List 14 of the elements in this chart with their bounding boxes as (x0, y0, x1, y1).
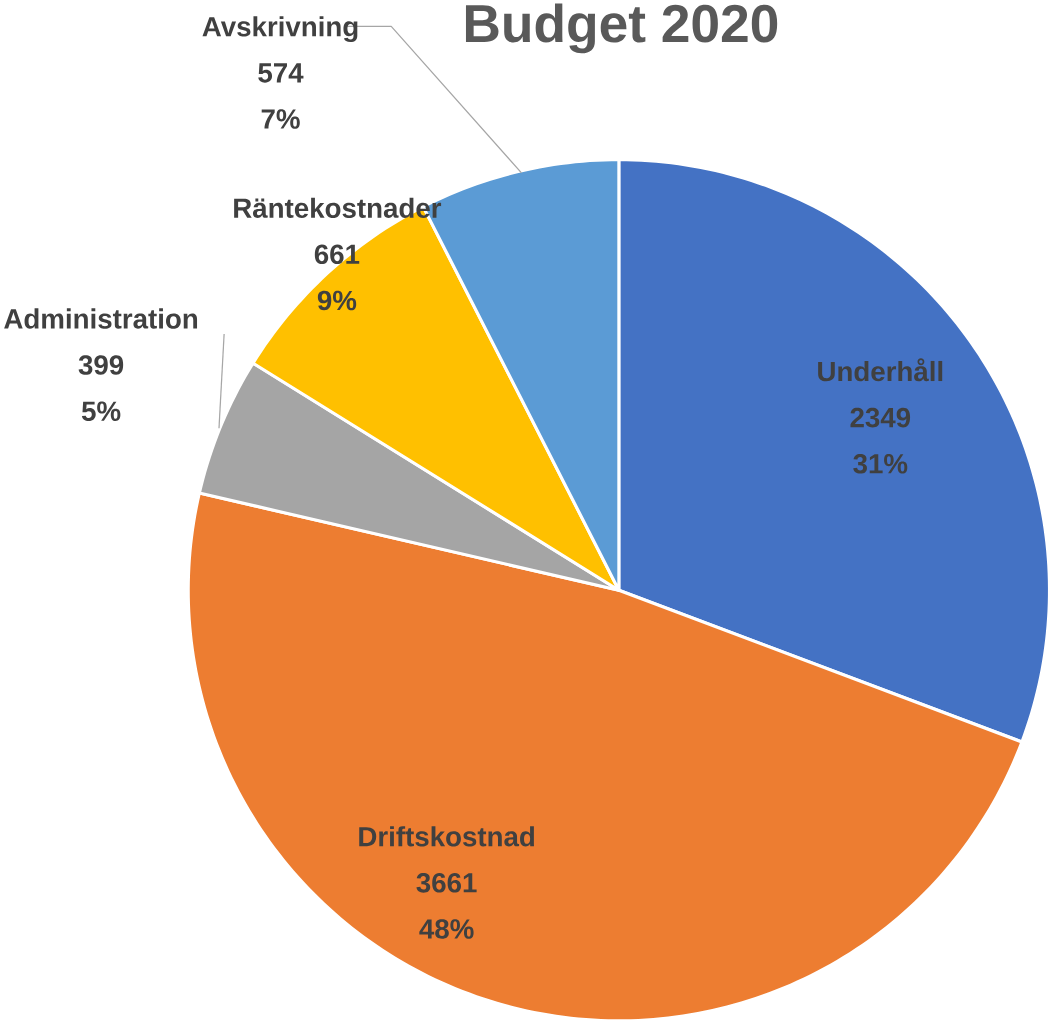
text: 5% (81, 401, 121, 421)
data-label: 3661 (416, 872, 477, 893)
text: 31% (853, 453, 908, 474)
text: 48% (419, 918, 474, 939)
slice-label: Underhåll (818, 358, 943, 382)
data-label: 2349 (850, 407, 911, 428)
chart-title: Budget 2020 (465, 3, 778, 54)
data-label: 574 (258, 63, 304, 83)
text: 7% (261, 109, 300, 129)
text: 9% (317, 290, 357, 311)
slice-label: Administration (4, 308, 198, 329)
data-label: 399 (78, 355, 124, 375)
slice-label: Avskrivning (202, 15, 358, 42)
slice-label: Driftskostnad (359, 825, 534, 847)
